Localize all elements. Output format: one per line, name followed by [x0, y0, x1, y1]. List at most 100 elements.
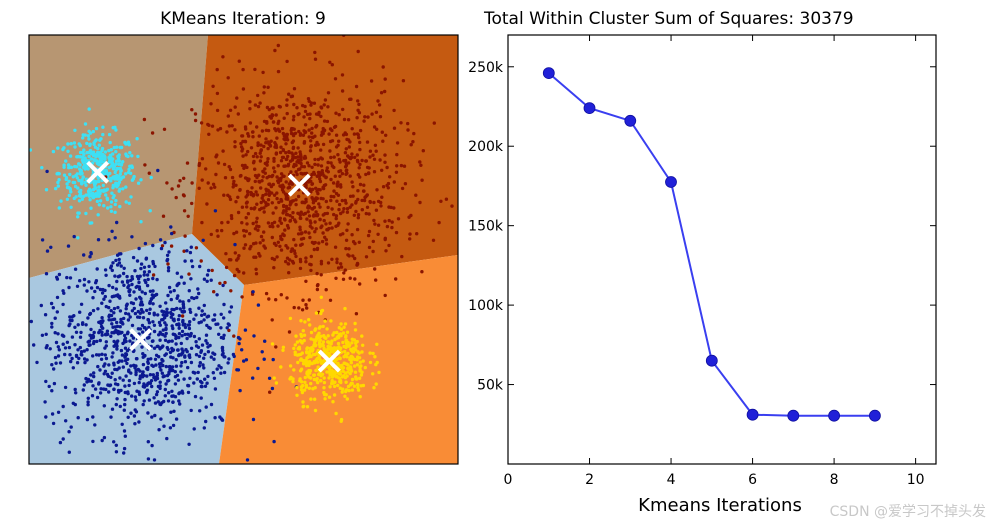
- cluster-point: [331, 369, 335, 374]
- cluster-point: [355, 116, 359, 120]
- cluster-point: [123, 346, 128, 350]
- cluster-point: [257, 224, 261, 229]
- cluster-point: [339, 380, 343, 385]
- cluster-point: [419, 163, 423, 167]
- cluster-point: [322, 386, 326, 390]
- cluster-point: [164, 364, 168, 369]
- cluster-point: [104, 356, 109, 361]
- cluster-point: [169, 410, 173, 414]
- cluster-point: [279, 237, 283, 241]
- cluster-point: [188, 376, 192, 380]
- cluster-point: [185, 161, 190, 165]
- x-tick-label: 4: [667, 472, 676, 488]
- cluster-point: [261, 70, 265, 75]
- cluster-point: [326, 105, 330, 109]
- cluster-point: [178, 307, 182, 311]
- cluster-point: [199, 259, 203, 263]
- cluster-point: [337, 221, 341, 225]
- cluster-point: [350, 377, 355, 382]
- cluster-point: [284, 259, 288, 264]
- cluster-point: [322, 103, 326, 107]
- cluster-point: [190, 264, 195, 269]
- cluster-point: [337, 139, 341, 143]
- cluster-point: [260, 350, 264, 354]
- cluster-point: [281, 345, 286, 349]
- cluster-point: [62, 146, 66, 150]
- cluster-point: [110, 229, 114, 233]
- cluster-point: [82, 253, 86, 257]
- cluster-point: [372, 386, 376, 390]
- cluster-point: [210, 268, 214, 273]
- cluster-point: [58, 361, 63, 365]
- cluster-point: [383, 77, 387, 81]
- cluster-point: [301, 400, 305, 404]
- cluster-point: [344, 201, 348, 205]
- cluster-point: [25, 346, 28, 349]
- cluster-point: [143, 483, 146, 486]
- cluster-point: [371, 372, 375, 376]
- cluster-point: [308, 224, 312, 228]
- cluster-point: [306, 355, 310, 359]
- cluster-point: [121, 271, 126, 276]
- centroid-1: [86, 160, 110, 184]
- cluster-point: [312, 377, 316, 382]
- cluster-point: [215, 67, 219, 72]
- cluster-point: [40, 238, 45, 242]
- cluster-point: [221, 336, 226, 340]
- cluster-point: [287, 271, 291, 275]
- cluster-point: [212, 357, 216, 361]
- cluster-point: [170, 389, 174, 393]
- cluster-point: [246, 178, 250, 182]
- cluster-point: [188, 250, 193, 255]
- cluster-point: [23, 251, 26, 254]
- cluster-point: [311, 201, 316, 205]
- cluster-point: [321, 231, 325, 235]
- cluster-point: [98, 391, 103, 395]
- cluster-point: [299, 161, 303, 166]
- cluster-point: [88, 187, 92, 191]
- cluster-point: [289, 128, 293, 133]
- cluster-point: [99, 319, 103, 324]
- cluster-point: [299, 388, 304, 392]
- cluster-point: [91, 354, 95, 358]
- cluster-point: [283, 228, 287, 232]
- cluster-point: [373, 355, 377, 359]
- cluster-point: [200, 384, 204, 389]
- cluster-point: [319, 164, 324, 168]
- cluster-point: [240, 163, 245, 168]
- cluster-point: [241, 67, 245, 72]
- cluster-point: [88, 255, 92, 259]
- cluster-point: [142, 399, 146, 403]
- cluster-point: [91, 384, 95, 388]
- cluster-point: [117, 257, 121, 262]
- cluster-point: [120, 353, 125, 357]
- cluster-point: [340, 73, 345, 77]
- cluster-point: [158, 304, 162, 308]
- cluster-point: [342, 207, 346, 211]
- cluster-point: [336, 361, 340, 365]
- wcss-title: Total Within Cluster Sum of Squares: 303…: [483, 9, 854, 29]
- x-axis-label: Kmeans Iterations: [638, 495, 802, 516]
- cluster-point: [367, 245, 372, 250]
- cluster-point: [272, 156, 276, 161]
- cluster-point: [256, 228, 260, 232]
- cluster-point: [146, 336, 150, 340]
- cluster-point: [75, 172, 80, 176]
- cluster-point: [114, 258, 118, 263]
- cluster-point: [84, 183, 88, 187]
- cluster-point: [113, 125, 117, 129]
- cluster-point: [93, 387, 98, 391]
- cluster-point: [296, 194, 301, 199]
- cluster-point: [174, 364, 179, 368]
- cluster-point: [170, 187, 174, 191]
- cluster-point: [259, 155, 263, 159]
- wcss-point: [624, 114, 637, 127]
- cluster-point: [129, 301, 134, 305]
- cluster-point: [166, 379, 170, 383]
- x-tick-label: 2: [585, 472, 594, 488]
- cluster-point: [200, 220, 204, 225]
- cluster-point: [176, 317, 181, 322]
- cluster-point: [128, 293, 132, 297]
- cluster-point: [305, 405, 310, 409]
- cluster-point: [335, 257, 339, 261]
